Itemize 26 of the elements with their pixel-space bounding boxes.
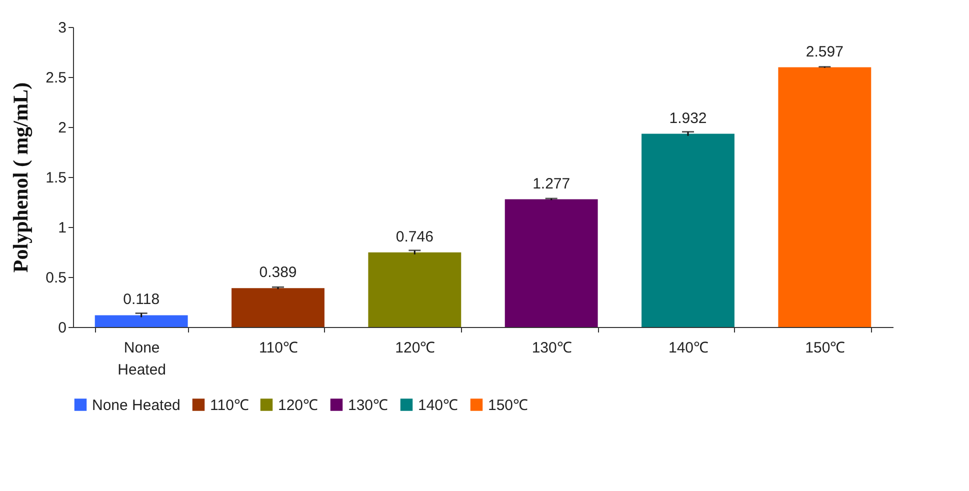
y-tick-label: 2.5 <box>46 70 66 86</box>
data-label: 0.746 <box>396 228 434 246</box>
y-axis-title: Polyphenol ( mg/mL) <box>8 82 33 273</box>
x-tick-label: 120℃ <box>395 340 436 356</box>
data-label: 2.597 <box>806 43 844 60</box>
data-label: 1.932 <box>669 110 707 127</box>
data-label: 0.389 <box>259 264 297 282</box>
data-label: 1.277 <box>532 175 570 192</box>
x-tick-label: 110℃ <box>259 340 298 356</box>
legend-label: 140℃ <box>418 396 458 414</box>
x-tick-label: 130℃ <box>532 340 572 356</box>
legend-label: None Heated <box>92 396 180 414</box>
y-tick-label: 0 <box>58 320 66 336</box>
y-tick-label: 1 <box>58 220 66 236</box>
legend-label: 120℃ <box>278 396 318 414</box>
y-tick-label: 1.5 <box>46 170 66 186</box>
legend-label: 150℃ <box>488 396 528 414</box>
y-tick-label: 2 <box>58 120 66 136</box>
data-label: 0.118 <box>123 291 160 308</box>
legend-label: 130℃ <box>348 396 388 414</box>
x-tick-label: 150℃ <box>805 340 846 356</box>
x-tick-label: None Heated <box>118 340 166 378</box>
y-tick-label: 0.5 <box>46 270 66 286</box>
legend-label: 110℃ <box>210 396 249 414</box>
x-tick-label: 140℃ <box>668 340 709 356</box>
y-tick-label: 3 <box>58 20 66 36</box>
